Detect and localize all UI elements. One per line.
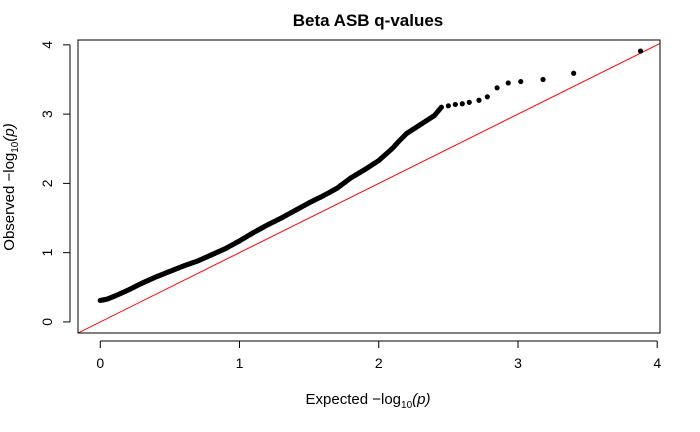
y-tick-label: 0	[39, 318, 55, 326]
y-tick-label: 2	[39, 179, 55, 187]
reference-line	[78, 43, 660, 333]
y-tick-label: 4	[39, 41, 55, 49]
y-axis-label: Observed −log10(p)	[1, 123, 21, 250]
plot-frame	[77, 39, 661, 334]
data-point	[518, 78, 524, 85]
y-tick-label: 3	[39, 110, 55, 118]
y-axis-label-main: Observed −log	[1, 153, 18, 251]
x-tick-label: 2	[375, 355, 383, 371]
x-tick-label: 0	[96, 355, 104, 371]
data-point	[540, 76, 546, 83]
data-point	[452, 101, 458, 108]
y-axis-label-suffix: (p)	[1, 123, 18, 141]
x-tick-label: 4	[653, 355, 661, 371]
data-point	[445, 103, 451, 109]
x-tick-label: 3	[514, 355, 522, 371]
data-point	[459, 101, 465, 107]
data-point	[438, 104, 444, 110]
data-point	[494, 85, 500, 91]
x-axis-label-suffix: (p)	[412, 391, 430, 408]
x-axis-label-main: Expected −log	[306, 391, 402, 408]
x-axis-label: Expected −log10(p)	[306, 391, 431, 411]
data-point	[466, 99, 472, 105]
data-point	[476, 97, 482, 103]
y-axis-label-sub: 10	[10, 141, 21, 153]
chart-title: Beta ASB q-values	[293, 11, 444, 30]
x-axis: 0 1 2 3 4	[96, 340, 661, 371]
data-point	[571, 70, 577, 76]
y-axis: 0 1 2 3 4	[39, 41, 71, 326]
x-axis-label-sub: 10	[401, 400, 413, 411]
data-point	[637, 48, 644, 54]
data-point	[505, 80, 511, 86]
y-tick-label: 1	[39, 249, 55, 257]
plot-area	[78, 43, 660, 333]
x-tick-label: 1	[236, 355, 244, 371]
data-point	[484, 94, 490, 100]
